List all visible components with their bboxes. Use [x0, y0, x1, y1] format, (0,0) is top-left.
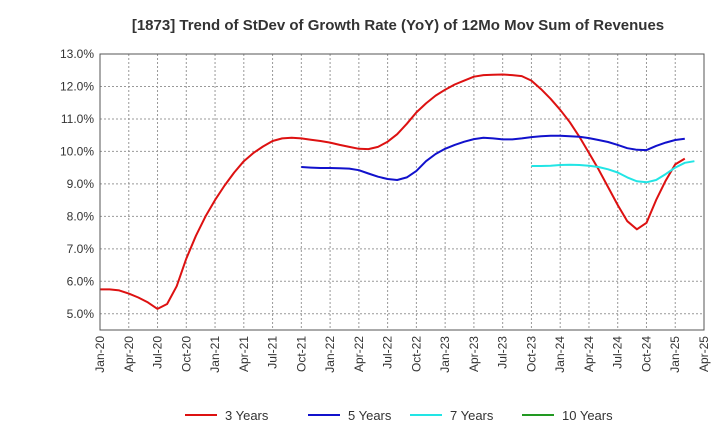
x-tick-label: Jan-23: [438, 336, 452, 373]
x-tick-label: Jul-21: [266, 336, 280, 369]
y-tick-label: 12.0%: [60, 79, 94, 93]
y-tick-label: 6.0%: [67, 274, 95, 288]
x-axis: Jan-20 Apr-20 Jul-20 Oct-20 Jan-21 Apr-21 Jul-…: [93, 336, 711, 373]
x-tick-label: Jan-20: [93, 336, 107, 373]
x-tick-label: Apr-22: [352, 336, 366, 372]
x-tick-label: Oct-23: [524, 336, 538, 372]
x-tick-label: Apr-21: [237, 336, 251, 372]
legend-label: 5 Years: [348, 408, 392, 423]
x-tick-label: Apr-24: [582, 336, 596, 372]
x-tick-label: Jan-24: [553, 336, 567, 373]
y-tick-label: 10.0%: [60, 144, 94, 158]
series-lines: [100, 73, 695, 310]
y-axis: 5.0% 6.0% 7.0% 8.0% 9.0% 10.0% 11.0% 12.0% 13.0%: [60, 47, 94, 321]
y-tick-label: 5.0%: [67, 307, 95, 321]
plot-frame: [99, 53, 705, 331]
legend: 3 Years 5 Years 7 Years 10 Years: [185, 408, 613, 423]
chart-title: [1873] Trend of StDev of Growth Rate (Yo…: [132, 17, 664, 34]
legend-label: 7 Years: [450, 408, 494, 423]
x-tick-label: Apr-23: [467, 336, 481, 372]
y-tick-label: 11.0%: [61, 112, 94, 126]
series-line: [301, 134, 685, 181]
x-tick-label: Oct-20: [179, 336, 193, 372]
x-tick-label: Oct-22: [409, 336, 423, 372]
y-tick-label: 7.0%: [67, 242, 95, 256]
x-tick-label: Jan-21: [208, 336, 222, 373]
x-tick-label: Oct-24: [639, 336, 653, 372]
series-line: [531, 160, 695, 184]
x-tick-label: Jul-20: [151, 336, 165, 369]
grid: [100, 54, 704, 330]
x-tick-label: Apr-20: [122, 336, 136, 372]
series-line: [100, 73, 686, 310]
x-tick-label: Apr-25: [697, 336, 711, 372]
y-tick-label: 9.0%: [67, 177, 95, 191]
x-tick-label: Jan-22: [323, 336, 337, 373]
y-tick-label: 8.0%: [67, 209, 95, 223]
x-tick-label: Jul-24: [611, 336, 625, 369]
y-tick-label: 13.0%: [60, 47, 94, 61]
x-tick-label: Jul-23: [496, 336, 510, 369]
x-tick-label: Jul-22: [381, 336, 395, 369]
x-tick-label: Jan-25: [668, 336, 682, 373]
legend-label: 3 Years: [225, 408, 269, 423]
legend-label: 10 Years: [562, 408, 613, 423]
x-tick-label: Oct-21: [294, 336, 308, 372]
